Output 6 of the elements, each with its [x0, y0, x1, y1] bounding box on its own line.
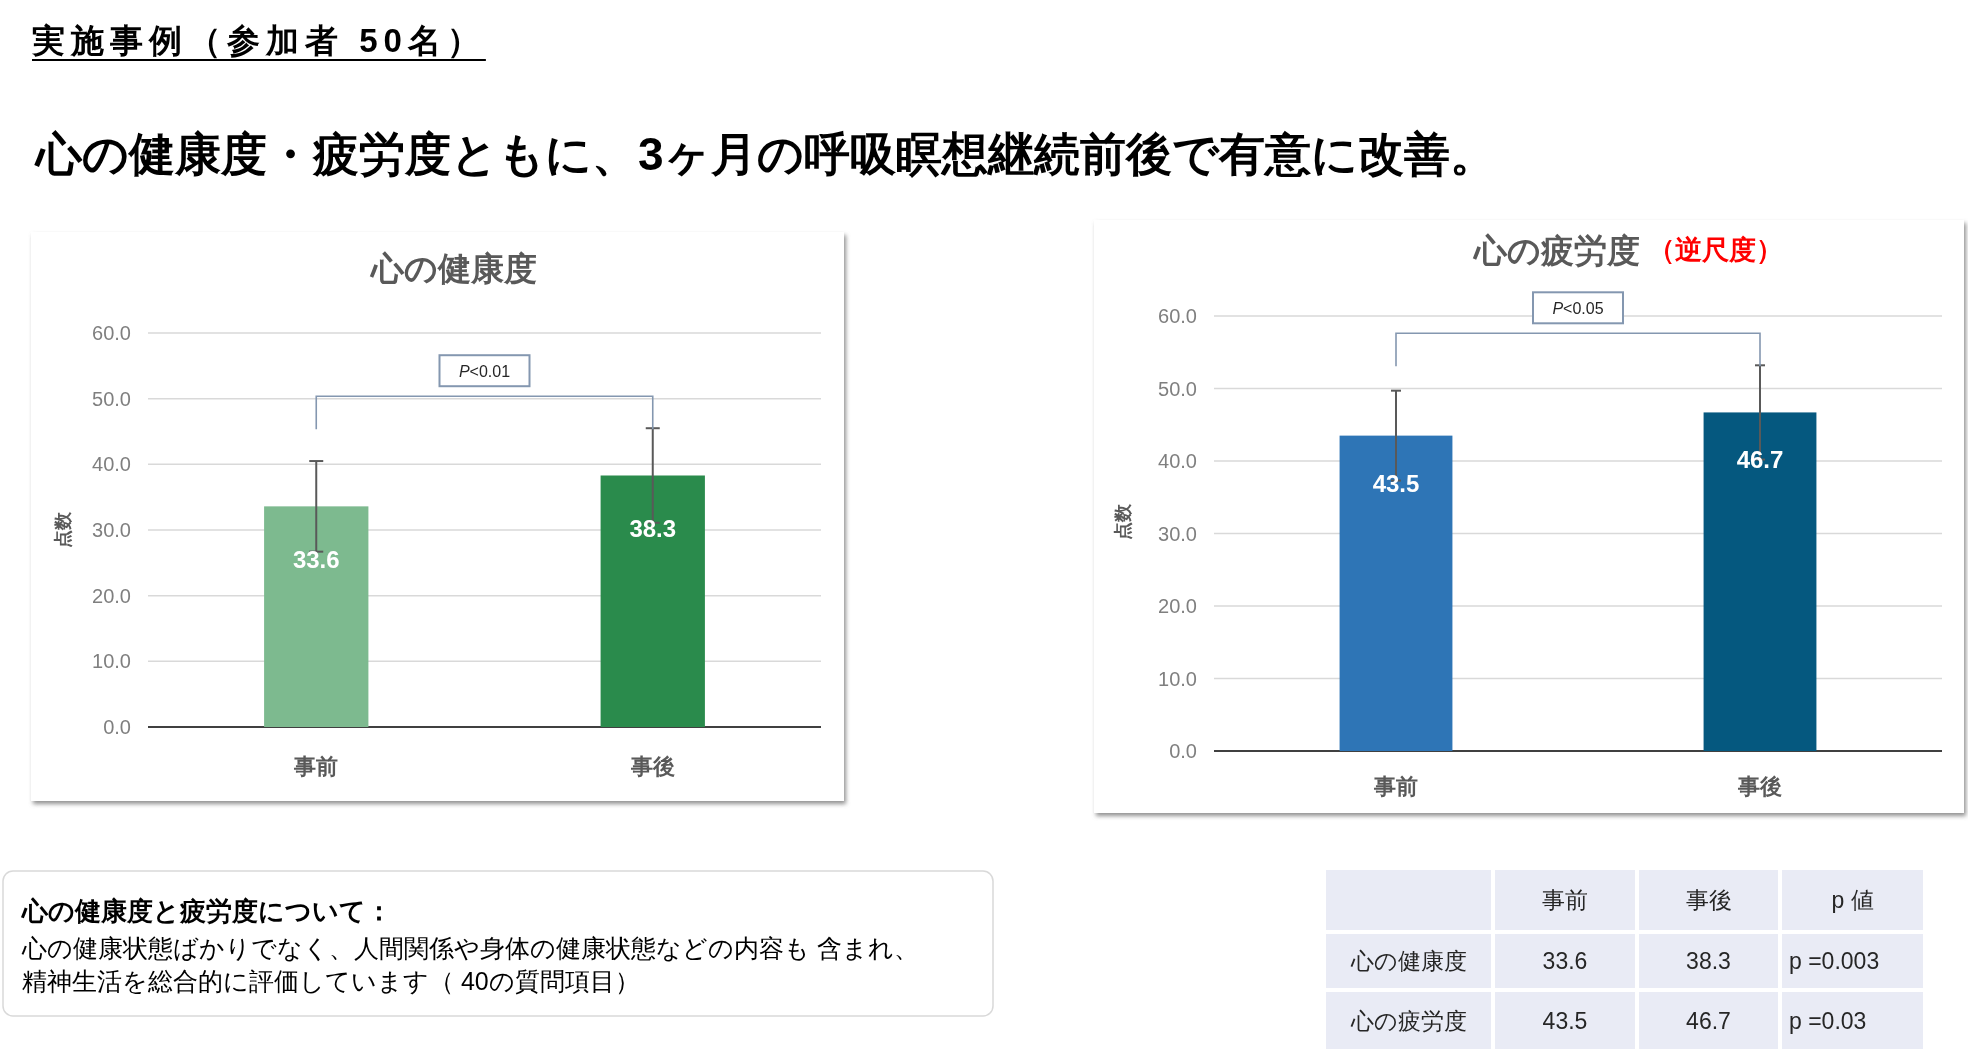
title: 心の健康度 [371, 250, 537, 287]
subtitle: （逆尺度） [1648, 235, 1783, 265]
annotation: P<0.05 [1552, 299, 1604, 317]
title: 心の疲労度 [1474, 232, 1640, 269]
headline: 心の健康度・疲労度ともに、3ヶ月の呼吸瞑想継続前後で有意に改善。 [36, 128, 1496, 180]
annotation: P<0.01 [458, 362, 511, 380]
